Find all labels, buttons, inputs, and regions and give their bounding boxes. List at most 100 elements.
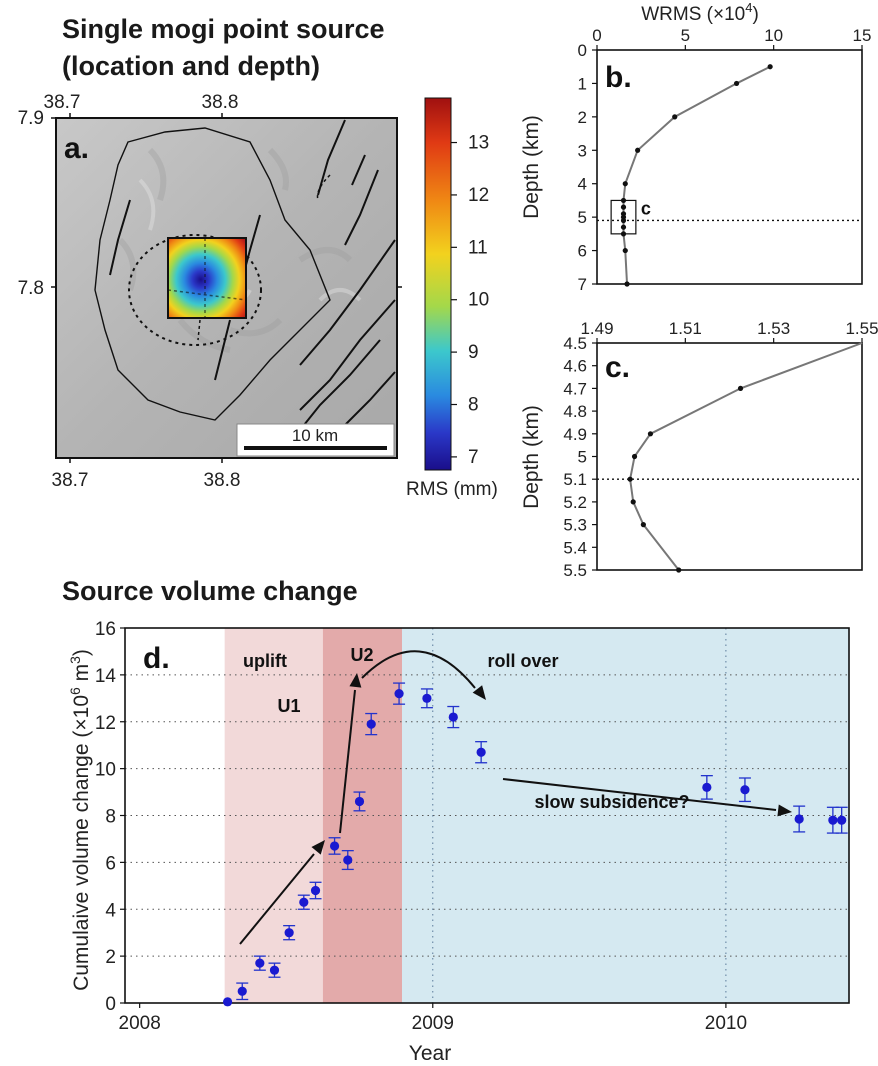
panel-b-y-tick-label: 6: [578, 242, 587, 261]
title-line2: (location and depth): [62, 51, 320, 81]
colorbar: 13 12 11 10 9 8 7 RMS (mm): [406, 98, 498, 500]
panel-d-point: [422, 694, 431, 703]
panel-b-point: [672, 114, 677, 119]
panel-d-ylabel-exp2: 3: [67, 656, 83, 664]
panel-d-ylabel-main: Cumulaive volume change (×10: [70, 695, 93, 991]
panel-b-x-tick-label: 15: [853, 26, 872, 45]
scale-bar-label: 10 km: [292, 426, 338, 445]
panel-d-point: [394, 689, 403, 698]
panel-b-y-tick-label: 2: [578, 108, 587, 127]
panel-b-y-tick-label: 4: [578, 175, 587, 194]
panel-d-point: [330, 841, 339, 850]
title-line1: Single mogi point source: [62, 14, 385, 44]
panel-c-x-tick-label: 1.53: [757, 319, 790, 338]
panel-d-y-tick-label: 10: [95, 760, 116, 781]
colorbar-tick-label: 11: [468, 237, 488, 258]
panel-b-x-tick-label: 0: [592, 26, 601, 45]
panel-d-anno-subsidence: slow subsidence?: [534, 792, 689, 812]
panel-d-point: [285, 928, 294, 937]
panel-d-ylabel: Cumulaive volume change (×106 m3): [67, 649, 93, 991]
panel-b-point: [621, 205, 626, 210]
panel-label-d: d.: [143, 642, 170, 675]
colorbar-tick-label: 9: [468, 342, 479, 363]
map-lon-bottom-2: 38.8: [204, 470, 241, 491]
panel-d-y-tick-label: 8: [105, 807, 116, 828]
panel-c-ylabel: Depth (km): [520, 405, 543, 509]
colorbar-label: RMS (mm): [406, 479, 498, 500]
map-panel: 10 km 38.7 38.8 38.7 38.8 7.9 7.8 a.: [18, 92, 402, 491]
colorbar-ramp: [425, 98, 451, 470]
panel-d-xlabel: Year: [409, 1042, 451, 1065]
panel-c-y-tick-label: 5.3: [563, 516, 587, 535]
title-bottom: Source volume change: [62, 576, 358, 606]
panel-c-point: [628, 477, 633, 482]
panel-d-point: [477, 748, 486, 757]
panel-d-y-tick-label: 14: [95, 666, 117, 687]
panel-label-b: b.: [605, 61, 632, 94]
panel-d-ylabel-mid: m: [70, 664, 93, 687]
map-lat-2: 7.8: [18, 278, 44, 299]
panel-d-shaded-period: [402, 628, 849, 1003]
panel-d-anno-u2: U2: [350, 645, 373, 665]
panel-c-x-tick-label: 1.55: [845, 319, 878, 338]
panel-b-ylabel: Depth (km): [520, 115, 543, 219]
panel-b-y-tick-label: 5: [578, 208, 587, 227]
colorbar-ticks: 13 12 11 10 9 8 7: [451, 133, 489, 468]
panel-b-y-tick-label: 7: [578, 275, 587, 294]
panel-c-point: [641, 522, 646, 527]
panel-c-y-tick-label: 4.8: [563, 402, 587, 421]
panel-b-point: [621, 218, 626, 223]
panel-d-anno-rollover: roll over: [487, 651, 558, 671]
panel-c-y-tick-label: 4.7: [563, 379, 587, 398]
panel-d-x-tick-label: 2009: [412, 1013, 454, 1034]
map-lon-bottom-1: 38.7: [52, 470, 89, 491]
panel-d-point: [828, 816, 837, 825]
panel-d-ylabel-exp1: 6: [67, 687, 83, 695]
panel-b-point: [623, 248, 628, 253]
panel-c-y-tick-label: 5.4: [563, 538, 587, 557]
panel-d-point: [311, 886, 320, 895]
panel-c-y-tick-label: 4.6: [563, 357, 587, 376]
panel-b-x-tick-label: 5: [681, 26, 690, 45]
map-lat-1: 7.9: [18, 108, 44, 129]
panel-d-x-tick-label: 2008: [119, 1013, 161, 1034]
panel-d-anno-uplift: uplift: [243, 651, 287, 671]
colorbar-tick-label: 10: [468, 290, 489, 311]
panel-label-c: c.: [605, 351, 630, 384]
panel-d-anno-u1: U1: [277, 696, 300, 716]
panel-d-y-tick-label: 2: [105, 947, 116, 968]
panel-c-point: [632, 454, 637, 459]
panel-label-a: a.: [64, 132, 89, 165]
panel-d-point: [299, 898, 308, 907]
panel-d-point: [367, 719, 376, 728]
panel-b-y-tick-label: 0: [578, 41, 587, 60]
panel-d-point: [355, 797, 364, 806]
panel-b-xlabel-close: ): [752, 4, 758, 25]
panel-d-y-tick-label: 4: [105, 900, 116, 921]
rms-grid-box: [168, 238, 246, 318]
map-lon-top-2: 38.8: [202, 92, 239, 113]
colorbar-tick-label: 7: [468, 447, 479, 468]
panel-c-y-tick-label: 5: [578, 448, 587, 467]
panel-b-plot: b. WRMS (×104) Depth (km) 0 5 10 1501234567…: [520, 0, 871, 294]
panel-d-y-tick-label: 12: [95, 713, 116, 734]
panel-b-point: [623, 181, 628, 186]
panel-d-point: [238, 987, 247, 996]
panel-d-point: [449, 712, 458, 721]
panel-d-point: [223, 997, 232, 1006]
panel-c-point: [631, 499, 636, 504]
panel-d-plot: Year Cumulaive volume change (×106 m3) 2…: [67, 619, 849, 1065]
colorbar-tick-label: 12: [468, 185, 489, 206]
panel-c-point: [648, 431, 653, 436]
panel-d-ylabel-close: ): [70, 649, 93, 656]
colorbar-tick-label: 13: [468, 133, 489, 154]
panel-c-y-tick-label: 5.5: [563, 561, 587, 580]
panel-d-y-tick-label: 6: [105, 853, 116, 874]
panel-d-point: [837, 816, 846, 825]
panel-d-point: [702, 783, 711, 792]
panel-b-point: [635, 148, 640, 153]
panel-c-y-tick-label: 4.9: [563, 425, 587, 444]
colorbar-tick-label: 8: [468, 395, 479, 416]
panel-c-x-tick-label: 1.51: [669, 319, 702, 338]
